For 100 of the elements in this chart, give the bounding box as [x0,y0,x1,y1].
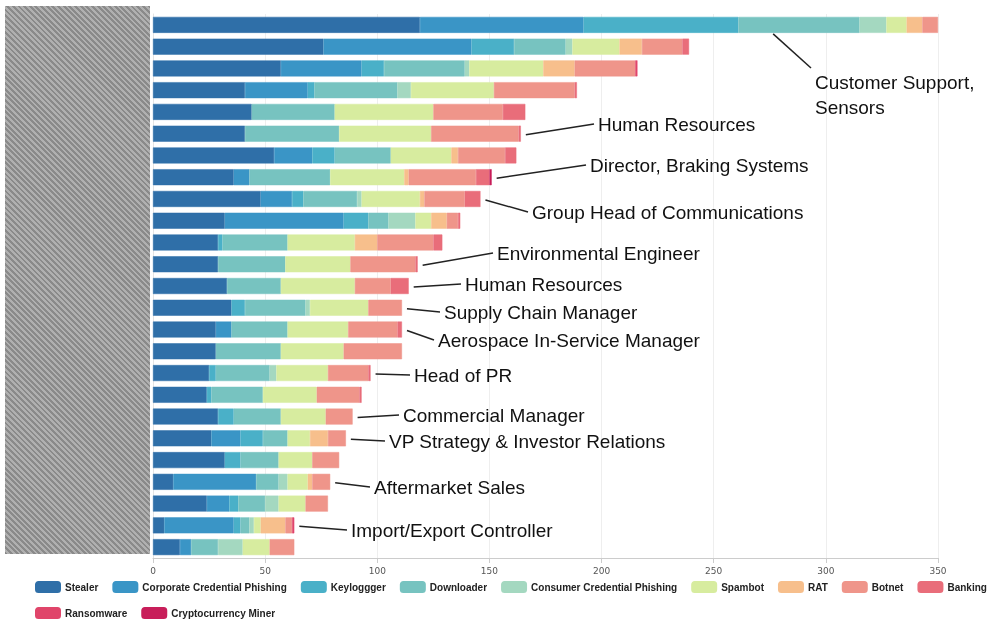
bar [565,38,573,55]
bar [153,125,245,142]
bar [475,169,490,186]
bar [233,517,241,534]
bar [292,190,304,207]
bar [303,190,358,207]
bar [218,408,234,425]
bar [424,190,465,207]
bar [153,16,420,33]
bar [153,82,245,99]
bar [431,212,447,229]
bar [276,365,328,382]
bar [408,169,476,186]
bar [502,103,526,120]
bar [231,299,245,316]
bar [377,234,434,251]
bar [153,343,216,360]
bar [312,147,335,164]
bar [343,212,369,229]
bar [153,365,210,382]
bar [153,169,234,186]
bar [179,539,192,556]
bar [314,82,398,99]
legend-label: Downloader [429,581,488,593]
bar [327,365,369,382]
bar [334,147,391,164]
bar [164,517,234,534]
bar [361,190,420,207]
bar [153,103,252,120]
bar [280,343,344,360]
bar [280,408,326,425]
bar [287,234,355,251]
annotation: Group Head of Communications [532,201,804,223]
bar [339,125,432,142]
legend-label: Consumer Credential Phishing [531,581,678,593]
bar [173,473,257,490]
bar [153,517,165,534]
x-tick-label: 150 [480,565,499,576]
bar [464,190,481,207]
bar [153,386,207,403]
annotation: Aerospace In-Service Manager [438,329,701,351]
x-tick-label: 0 [150,565,157,576]
bar [514,38,566,55]
bar [471,38,515,55]
legend-label: Keyloggger [330,581,386,593]
bar [209,365,216,382]
bar [419,16,584,33]
bar [278,452,313,469]
bar [433,234,443,251]
bar [310,299,369,316]
bar [153,278,228,294]
annotation: Human Resources [598,113,756,135]
annotation: VP Strategy & Investor Relations [389,430,666,452]
bar [388,212,416,229]
bar [458,147,506,164]
legend-label: Corporate Credential Phishing [142,581,287,593]
bar [229,495,239,512]
bar [251,103,335,120]
bar [738,16,860,33]
bar [249,517,254,534]
bar [305,299,310,316]
bar [153,256,219,273]
legend-label: Banking [947,581,987,593]
bar [316,386,360,403]
annotation: Director, Braking Systems [590,154,809,176]
bar [260,190,293,207]
bar [153,539,180,556]
bar [384,60,465,77]
bar [493,82,575,99]
annotation: Environmental Engineer [497,242,701,264]
bar [256,473,279,490]
bar [153,495,207,512]
bar [312,473,331,490]
bar [433,103,503,120]
annotation: Head of PR [414,364,513,386]
bar [153,234,219,251]
bar [287,430,310,447]
bar [330,169,405,186]
bar [348,321,398,338]
bar [153,430,212,447]
bar [307,82,315,99]
bar [244,299,306,316]
bar [619,38,642,55]
bar [505,147,517,164]
bar [249,169,331,186]
bar [153,190,261,207]
bar [431,125,519,142]
bar [287,473,308,490]
bar [153,147,275,164]
bar [244,82,308,99]
bar [265,495,279,512]
bar [153,321,216,338]
bar [153,408,219,425]
bar [323,38,472,55]
bar [215,321,232,338]
bar [543,60,575,77]
bar [215,365,270,382]
annotation: Customer Support, Sensors [815,72,975,118]
bar [572,38,620,55]
bar [231,321,288,338]
